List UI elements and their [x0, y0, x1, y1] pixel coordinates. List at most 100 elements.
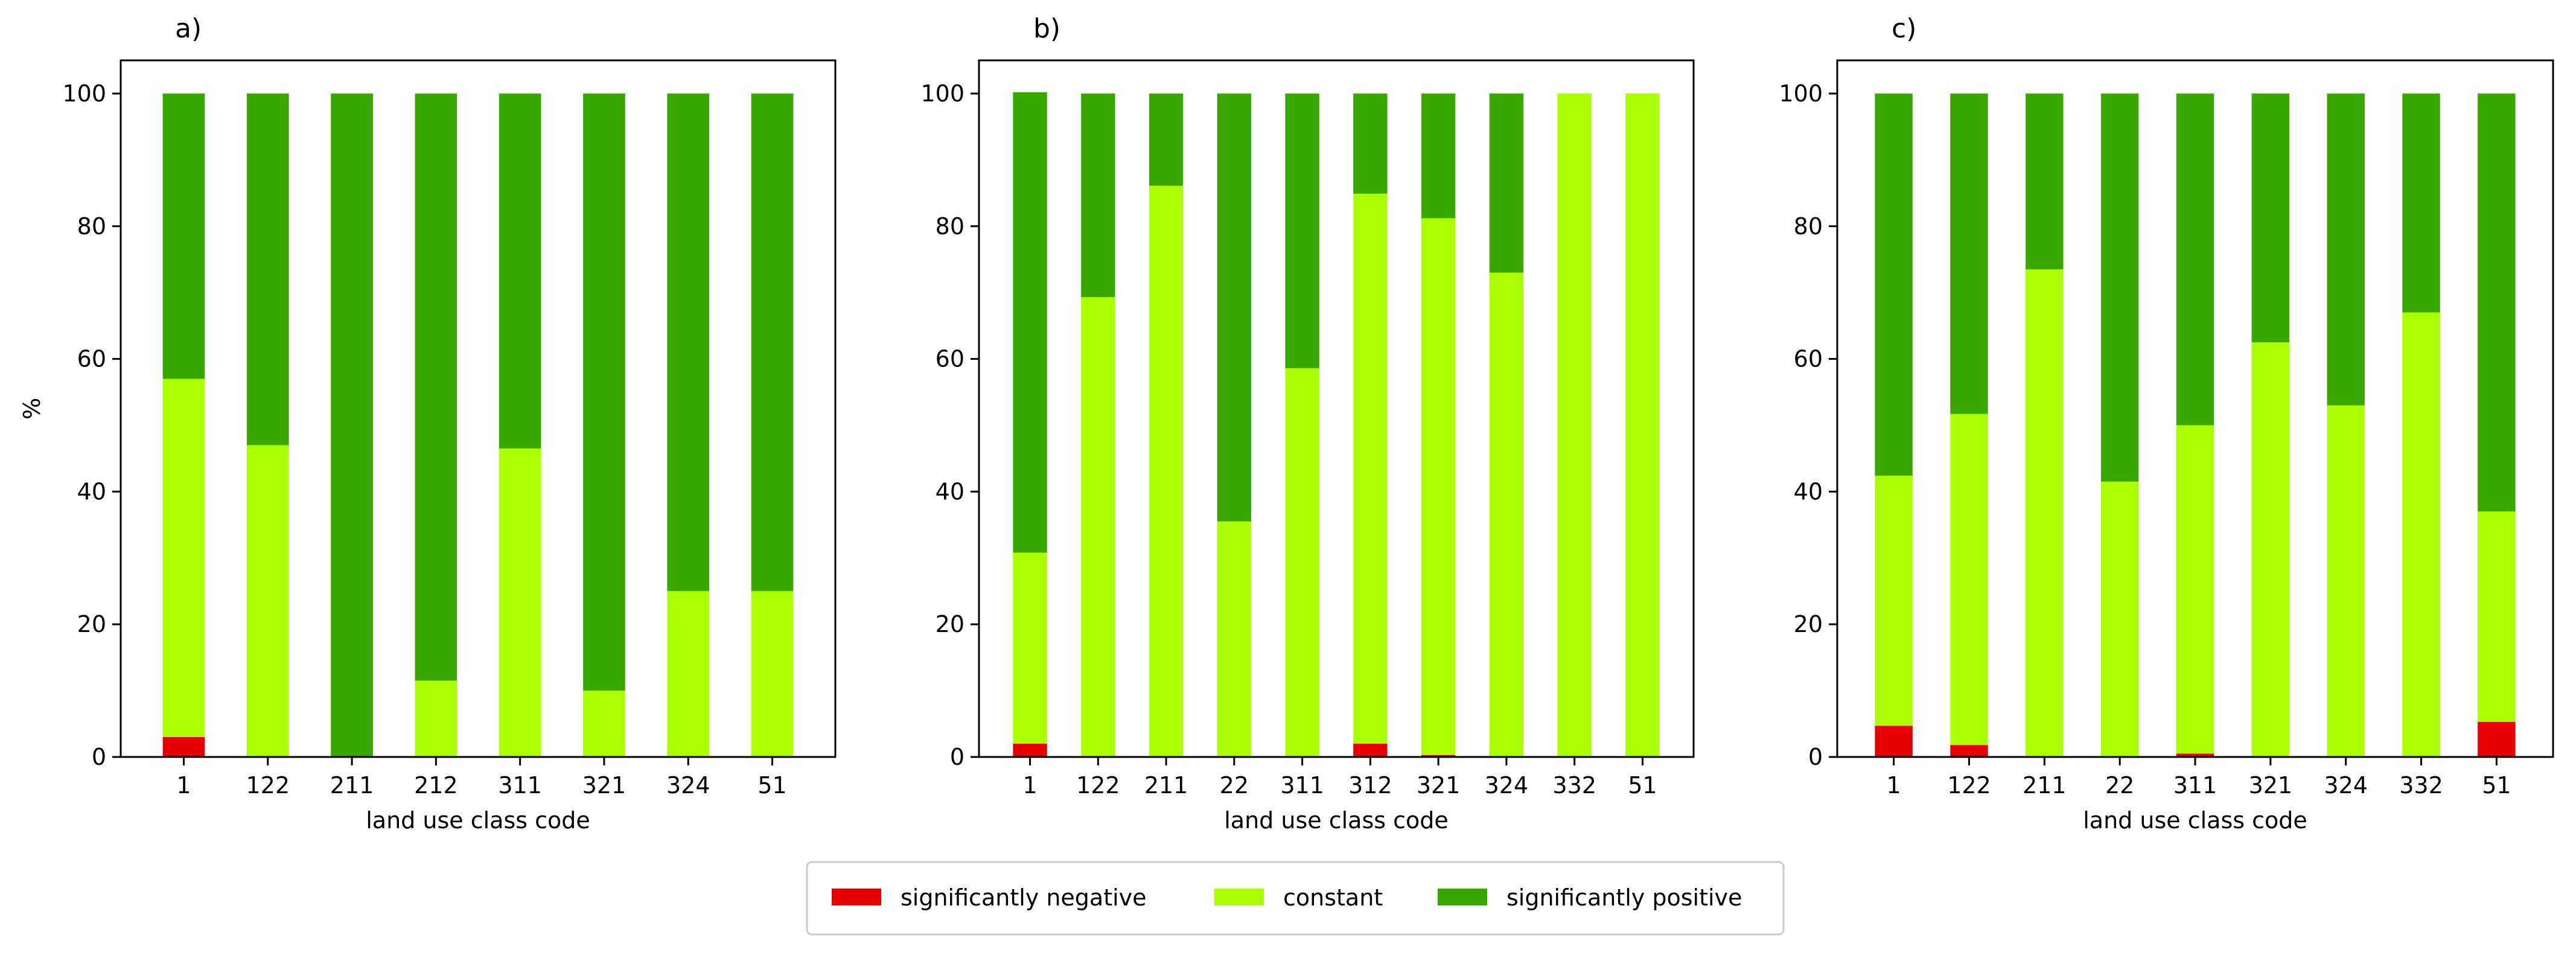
bar-segment-constant-321 [583, 691, 625, 757]
bar-segment-negative-1 [1013, 744, 1047, 757]
y-tick-label: 80 [77, 213, 106, 240]
x-tick-label: 211 [330, 772, 374, 799]
x-tick-label: 122 [1947, 772, 1991, 799]
bar-segment-positive-1 [162, 93, 205, 379]
bar-segment-positive-332 [2402, 93, 2440, 313]
bar-segment-constant-311 [2176, 425, 2214, 754]
legend-label-positive: significantly positive [1506, 884, 1742, 911]
legend: significantly negative constant significan… [806, 861, 1785, 936]
x-tick-label: 321 [582, 772, 626, 799]
legend-swatch-negative [832, 889, 881, 905]
y-tick-label: 20 [77, 611, 106, 637]
x-tick-label: 122 [246, 772, 290, 799]
panel-label: c) [1892, 13, 1916, 44]
bar-segment-negative-321 [1421, 755, 1456, 757]
bar-segment-positive-212 [415, 93, 457, 681]
bar-segment-negative-122 [1950, 745, 1988, 757]
x-tick-label: 332 [1552, 772, 1596, 799]
bar-segment-constant-51 [2478, 511, 2516, 722]
plot-frame [1836, 59, 2554, 758]
bar-segment-positive-22 [1217, 93, 1252, 522]
x-axis-label: land use class code [1224, 807, 1449, 834]
bar-segment-constant-312 [1353, 193, 1388, 744]
y-tick-label: 60 [936, 346, 964, 372]
bar-segment-negative-1 [162, 737, 205, 757]
bar-segment-constant-51 [1625, 93, 1660, 757]
x-tick-label: 212 [414, 772, 458, 799]
bar-segment-constant-324 [1489, 272, 1524, 757]
legend-label-negative: significantly negative [901, 884, 1147, 911]
bar-segment-positive-324 [2327, 93, 2365, 406]
plot-frame [120, 59, 837, 758]
bar-segment-negative-51 [2478, 721, 2516, 757]
bar-segment-positive-1 [1875, 93, 1913, 476]
x-tick-label: 22 [1220, 772, 1249, 799]
bar-segment-constant-332 [1557, 93, 1592, 757]
bar-segment-negative-311 [2176, 753, 2214, 757]
bar-segment-positive-122 [1081, 93, 1115, 298]
bar-segment-constant-122 [1950, 413, 1988, 745]
bar-segment-constant-311 [499, 448, 541, 757]
x-tick-label: 324 [666, 772, 710, 799]
x-tick-label: 324 [1485, 772, 1529, 799]
bar-segment-positive-312 [1353, 93, 1388, 194]
x-tick-label: 332 [2399, 772, 2443, 799]
y-tick-label: 100 [62, 80, 106, 107]
y-tick-label: 20 [1794, 611, 1823, 637]
y-tick-label: 0 [92, 744, 106, 770]
x-tick-label: 51 [1628, 772, 1657, 799]
y-tick-label: 80 [1794, 213, 1823, 240]
chart-panel-1: a) 0 20 40 60 80 100% 1 122 211 212 311 321 324 51 land… [19, 13, 837, 834]
y-tick-label: 40 [1794, 478, 1823, 505]
panel-label: b) [1033, 13, 1060, 44]
bar-segment-positive-321 [583, 93, 625, 691]
x-tick-label: 311 [498, 772, 542, 799]
bar-segment-positive-311 [1285, 93, 1319, 368]
bar-segment-positive-211 [1149, 93, 1184, 186]
y-tick-label: 100 [1779, 80, 1823, 107]
y-tick-label: 40 [936, 478, 964, 505]
bar-segment-positive-211 [331, 93, 373, 757]
x-tick-label: 1 [176, 772, 191, 799]
bar-segment-positive-311 [2176, 93, 2214, 426]
y-tick-label: 100 [920, 80, 964, 107]
x-tick-label: 51 [2482, 772, 2511, 799]
bar-segment-positive-122 [1950, 93, 1988, 414]
y-tick-label: 60 [77, 346, 106, 372]
bar-segment-constant-122 [1081, 297, 1115, 757]
bar-segment-positive-22 [2100, 93, 2139, 482]
x-tick-label: 311 [2173, 772, 2217, 799]
bar-segment-constant-332 [2402, 312, 2440, 757]
bar-segment-constant-311 [1285, 368, 1319, 757]
x-tick-label: 22 [2105, 772, 2134, 799]
bar-segment-constant-1 [162, 378, 205, 738]
bar-segment-negative-312 [1353, 744, 1388, 757]
bar-segment-positive-1 [1013, 92, 1047, 553]
x-axis-label: land use class code [366, 807, 590, 834]
legend-swatch-constant [1214, 889, 1264, 905]
y-tick-label: 0 [1808, 744, 1823, 770]
x-tick-label: 1 [1887, 772, 1901, 799]
legend-frame [806, 861, 1785, 936]
bar-segment-constant-211 [2026, 269, 2064, 757]
x-tick-label: 211 [1144, 772, 1188, 799]
chart-panel-3: c) 0 20 40 60 80 100 1 122 211 22 311 321 324 332 51 lan… [1779, 13, 2554, 834]
bar-segment-constant-51 [751, 591, 794, 757]
bar-segment-negative-1 [1875, 726, 1913, 757]
bar-segment-constant-1 [1875, 476, 1913, 726]
bar-segment-positive-321 [2251, 93, 2290, 343]
bar-segment-constant-22 [1217, 521, 1252, 757]
y-tick-label: 20 [936, 611, 964, 637]
legend-label-constant: constant [1283, 884, 1383, 911]
legend-swatch-positive [1438, 889, 1487, 905]
chart-panel-2: b) 0 20 40 60 80 100 1 122 211 22 311 312 321 324 332 51… [920, 13, 1695, 834]
legend-items: significantly negative constant significan… [832, 884, 1742, 911]
x-tick-label: 321 [2249, 772, 2293, 799]
bar-segment-constant-321 [1421, 218, 1456, 755]
x-axis-label: land use class code [2083, 807, 2307, 834]
x-tick-label: 312 [1348, 772, 1392, 799]
bar-segment-constant-324 [2327, 405, 2365, 757]
y-tick-label: 40 [77, 478, 106, 505]
bar-segment-constant-1 [1013, 552, 1047, 744]
